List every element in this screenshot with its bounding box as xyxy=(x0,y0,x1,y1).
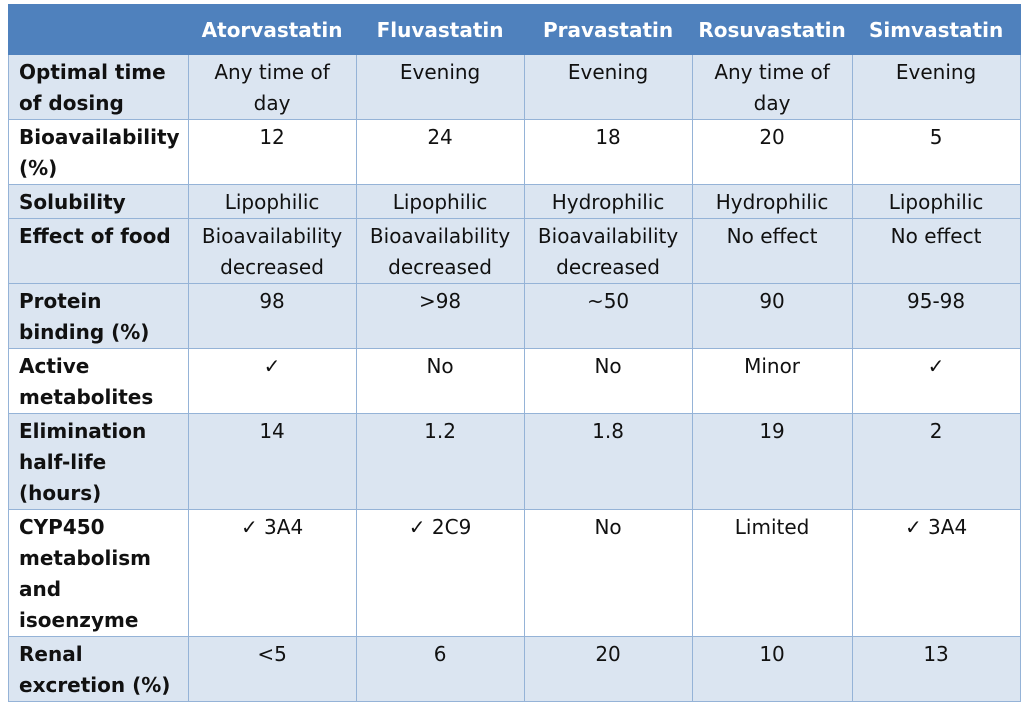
table-cell: 1.8 xyxy=(523,413,693,510)
header-corner-cell xyxy=(8,4,189,55)
row-label: Active metabolites xyxy=(8,348,189,414)
table-cell: ✓ 3A4 xyxy=(187,509,357,637)
table-cell: Lipophilic xyxy=(355,184,525,219)
table-cell: 18 xyxy=(523,119,693,185)
table-row: Effect of food Bioavailability decreased… xyxy=(8,218,1021,284)
table-cell: <5 xyxy=(187,636,357,702)
table-cell: Bioavailability decreased xyxy=(187,218,357,284)
statin-comparison-table-wrapper: Atorvastatin Fluvastatin Pravastatin Ros… xyxy=(8,4,1021,702)
table-cell: Hydrophilic xyxy=(523,184,693,219)
table-cell: 6 xyxy=(355,636,525,702)
row-label: CYP450 metabolism and isoenzyme xyxy=(8,509,189,637)
table-cell: >98 xyxy=(355,283,525,349)
column-header-atorvastatin: Atorvastatin xyxy=(187,4,357,55)
table-cell: 24 xyxy=(355,119,525,185)
row-label: Protein binding (%) xyxy=(8,283,189,349)
table-cell: Any time of day xyxy=(187,54,357,120)
table-cell: Evening xyxy=(523,54,693,120)
table-cell: 98 xyxy=(187,283,357,349)
table-cell: 12 xyxy=(187,119,357,185)
table-row: Optimal time of dosing Any time of day E… xyxy=(8,54,1021,120)
table-cell: No effect xyxy=(691,218,853,284)
column-header-simvastatin: Simvastatin xyxy=(851,4,1021,55)
table-cell: Lipophilic xyxy=(851,184,1021,219)
table-row: Solubility Lipophilic Lipophilic Hydroph… xyxy=(8,184,1021,219)
table-cell: 10 xyxy=(691,636,853,702)
table-cell: Any time of day xyxy=(691,54,853,120)
table-cell: Evening xyxy=(355,54,525,120)
table-cell: 14 xyxy=(187,413,357,510)
table-row: Renal excretion (%) <5 6 20 10 13 xyxy=(8,636,1021,702)
table-cell: 90 xyxy=(691,283,853,349)
table-row: Protein binding (%) 98 >98 ~50 90 95-98 xyxy=(8,283,1021,349)
table-cell: No xyxy=(523,348,693,414)
table-row: CYP450 metabolism and isoenzyme ✓ 3A4 ✓ … xyxy=(8,509,1021,637)
column-header-pravastatin: Pravastatin xyxy=(523,4,693,55)
row-label: Effect of food xyxy=(8,218,189,284)
row-label: Bioavailability (%) xyxy=(8,119,189,185)
table-cell: No xyxy=(523,509,693,637)
checkmark-cell: ✓ xyxy=(187,348,357,414)
statin-comparison-table: Atorvastatin Fluvastatin Pravastatin Ros… xyxy=(8,4,1021,702)
table-cell: Limited xyxy=(691,509,853,637)
table-cell: 1.2 xyxy=(355,413,525,510)
table-cell: Bioavailability decreased xyxy=(355,218,525,284)
row-label: Elimination half-life (hours) xyxy=(8,413,189,510)
table-cell: 20 xyxy=(691,119,853,185)
header-row: Atorvastatin Fluvastatin Pravastatin Ros… xyxy=(8,4,1021,55)
row-label: Solubility xyxy=(8,184,189,219)
table-row: Elimination half-life (hours) 14 1.2 1.8… xyxy=(8,413,1021,510)
table-cell: 2 xyxy=(851,413,1021,510)
table-cell: 5 xyxy=(851,119,1021,185)
column-header-rosuvastatin: Rosuvastatin xyxy=(691,4,853,55)
table-cell: Minor xyxy=(691,348,853,414)
table-row: Active metabolites ✓ No No Minor ✓ xyxy=(8,348,1021,414)
row-label: Optimal time of dosing xyxy=(8,54,189,120)
table-cell: 95-98 xyxy=(851,283,1021,349)
column-header-fluvastatin: Fluvastatin xyxy=(355,4,525,55)
table-row: Bioavailability (%) 12 24 18 20 5 xyxy=(8,119,1021,185)
row-label: Renal excretion (%) xyxy=(8,636,189,702)
checkmark-cell: ✓ xyxy=(851,348,1021,414)
table-cell: Hydrophilic xyxy=(691,184,853,219)
table-cell: ✓ 3A4 xyxy=(851,509,1021,637)
table-cell: No xyxy=(355,348,525,414)
table-cell: Evening xyxy=(851,54,1021,120)
table-cell: 19 xyxy=(691,413,853,510)
table-cell: No effect xyxy=(851,218,1021,284)
table-cell: 20 xyxy=(523,636,693,702)
table-cell: 13 xyxy=(851,636,1021,702)
table-cell: ✓ 2C9 xyxy=(355,509,525,637)
table-cell: Lipophilic xyxy=(187,184,357,219)
table-cell: Bioavailability decreased xyxy=(523,218,693,284)
table-cell: ~50 xyxy=(523,283,693,349)
